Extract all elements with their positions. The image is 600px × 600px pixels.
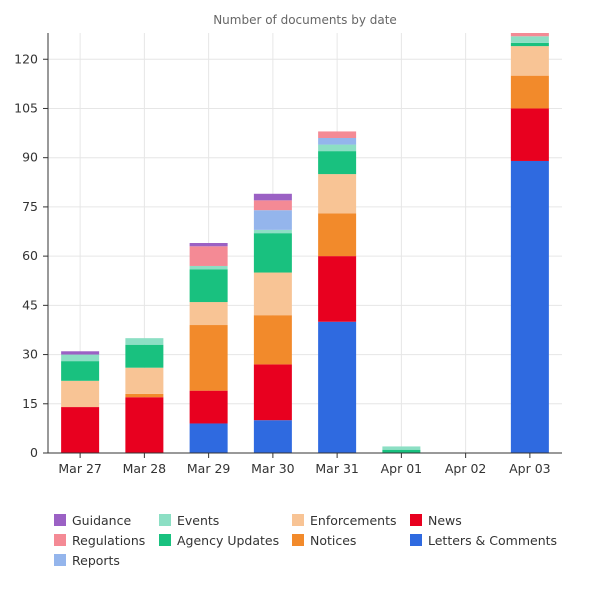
bar-segment — [61, 354, 100, 362]
grid-lines — [48, 33, 562, 453]
bar-segment — [318, 131, 357, 138]
bar-segment — [510, 46, 549, 76]
bar-segment — [253, 229, 292, 234]
bar-segment — [61, 361, 100, 381]
legend-swatch — [292, 514, 304, 526]
bar-segment — [318, 151, 357, 175]
legend-item[interactable]: Reports — [54, 553, 159, 568]
legend-item[interactable]: Notices — [292, 533, 410, 548]
bar-segment — [318, 213, 357, 257]
legend: Guidance Events Enforcements News Regulation… — [54, 510, 594, 570]
legend-label: Agency Updates — [177, 532, 280, 548]
bar-segment — [253, 315, 292, 365]
x-tick-labels: Mar 27 Mar 28 Mar 29 Mar 30 Mar 31 Apr 01 Apr … — [58, 461, 550, 476]
stacked-bar-chart: Number of documents by date 0 15 30 45 60 75 9… — [14, 13, 562, 476]
bar-segment — [253, 272, 292, 316]
bar-segment — [318, 321, 357, 453]
bar-segment — [61, 351, 100, 355]
bar-segment — [189, 269, 228, 303]
legend-item[interactable]: Events — [159, 513, 292, 528]
bar-segment — [125, 344, 164, 368]
legend-label: News — [428, 512, 462, 528]
x-tick-label: Mar 30 — [251, 461, 295, 476]
y-tick-label: 120 — [14, 51, 38, 66]
bar-segment — [510, 160, 549, 453]
legend-item[interactable]: News — [410, 513, 570, 528]
legend-label: Reports — [72, 552, 120, 568]
bar-segment — [318, 138, 357, 145]
bar-segment — [189, 302, 228, 326]
legend-label: Letters & Comments — [428, 532, 558, 548]
legend-row: Guidance Events Enforcements News — [54, 510, 594, 530]
legend-label: Notices — [310, 532, 357, 548]
bar-segment — [510, 75, 549, 109]
bar-segment — [318, 144, 357, 152]
x-tick-label: Apr 03 — [509, 461, 551, 476]
bar-segment — [125, 367, 164, 394]
y-tick-label: 45 — [22, 297, 38, 312]
y-tick-label: 75 — [22, 199, 38, 214]
legend-swatch — [410, 534, 422, 546]
y-tick-label: 105 — [14, 100, 38, 115]
legend-item[interactable]: Regulations — [54, 533, 159, 548]
bar-segment — [189, 390, 228, 424]
legend-label: Regulations — [72, 532, 146, 548]
bar-segment — [189, 265, 228, 270]
x-tick-label: Mar 31 — [315, 461, 358, 476]
x-tick-label: Apr 01 — [381, 461, 423, 476]
bar-segment — [253, 193, 292, 201]
legend-item[interactable]: Letters & Comments — [410, 533, 570, 548]
legend-swatch — [410, 514, 422, 526]
bar-segment — [125, 393, 164, 398]
legend-label: Enforcements — [310, 512, 397, 528]
legend-item[interactable]: Guidance — [54, 513, 159, 528]
bar-segment — [318, 256, 357, 322]
bar-segment — [510, 108, 549, 161]
bar-segment — [510, 36, 549, 43]
bar-segment — [125, 397, 164, 453]
bar-segment — [189, 325, 228, 391]
bar-segment — [253, 233, 292, 273]
legend-swatch — [159, 534, 171, 546]
legend-swatch — [54, 534, 66, 546]
legend-item[interactable]: Enforcements — [292, 513, 410, 528]
legend-swatch — [292, 534, 304, 546]
bar-segment — [253, 420, 292, 453]
bar-segment — [61, 380, 100, 408]
chart-title: Number of documents by date — [213, 13, 397, 27]
bar-segment — [253, 364, 292, 421]
bar-segment — [510, 33, 549, 37]
legend-swatch — [54, 554, 66, 566]
bar-segment — [382, 449, 421, 453]
x-tick-label: Mar 27 — [58, 461, 101, 476]
bar-segment — [510, 42, 549, 47]
legend-swatch — [159, 514, 171, 526]
y-tick-label: 15 — [22, 396, 38, 411]
legend-item[interactable]: Agency Updates — [159, 533, 292, 548]
bar-segment — [189, 246, 228, 266]
y-tick-label: 90 — [22, 150, 38, 165]
y-tick-label: 30 — [22, 347, 38, 362]
x-tick-label: Mar 29 — [187, 461, 231, 476]
legend-row: Reports — [54, 550, 594, 570]
y-tick-labels: 0 15 30 45 60 75 90 105 120 — [14, 51, 38, 460]
y-tick-label: 60 — [22, 248, 38, 263]
x-tick-label: Apr 02 — [445, 461, 487, 476]
bar-segment — [253, 200, 292, 211]
legend-swatch — [54, 514, 66, 526]
bar-segment — [318, 174, 357, 214]
legend-row: Regulations Agency Updates Notices Letters … — [54, 530, 594, 550]
legend-label: Guidance — [72, 512, 132, 528]
bars — [61, 33, 549, 453]
bar-segment — [189, 423, 228, 453]
bar-segment — [125, 338, 164, 345]
bar-segment — [189, 243, 228, 247]
bar-segment — [382, 446, 421, 450]
bar-segment — [253, 210, 292, 230]
bar-segment — [61, 407, 100, 453]
axes — [43, 33, 562, 458]
y-tick-label: 0 — [30, 445, 38, 460]
x-tick-label: Mar 28 — [123, 461, 167, 476]
legend-label: Events — [177, 512, 220, 528]
